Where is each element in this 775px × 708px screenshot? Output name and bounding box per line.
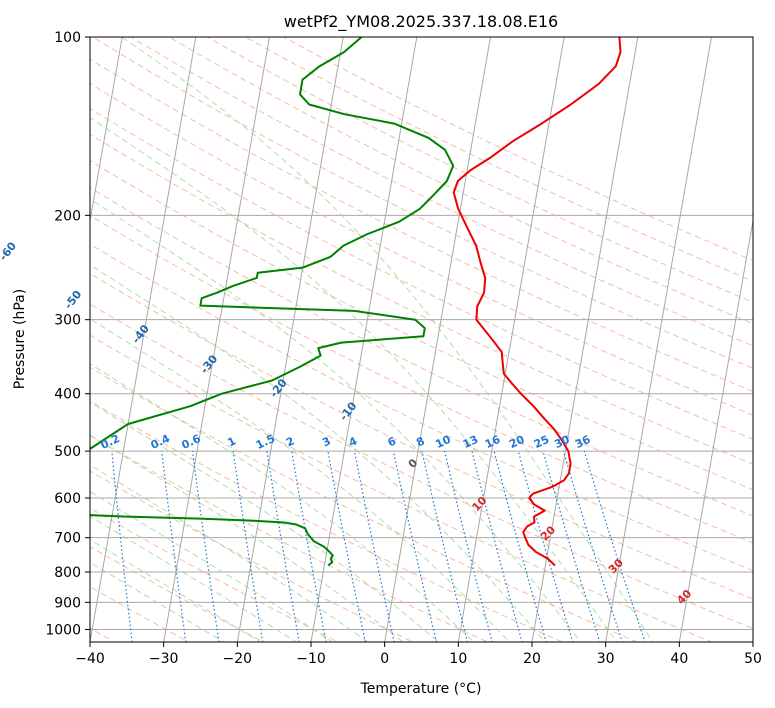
plot-frame (89, 36, 754, 643)
plot-area (90, 37, 753, 642)
dry-adiabat (90, 58, 753, 392)
mixing-ratio-label: 36 (573, 433, 593, 451)
chart-title: wetPf2_YM08.2025.337.18.08.E16 (284, 12, 558, 32)
x-tick-label: 40 (670, 651, 688, 667)
x-tick-label: −20 (223, 651, 253, 667)
mixing-ratio-label: 16 (483, 433, 503, 451)
plot-background (90, 37, 753, 642)
mixing-ratio-line (471, 450, 523, 642)
mixing-ratio-line (493, 450, 547, 642)
mixing-ratio-line (444, 450, 493, 642)
mixing-ratio-line (232, 451, 264, 642)
isotherm (90, 37, 123, 224)
x-tick-label: 10 (449, 651, 467, 667)
dry-adiabat (129, 37, 753, 347)
isotherm (384, 37, 491, 642)
moist-adiabat (90, 561, 225, 642)
mixing-ratio-line (161, 451, 187, 642)
mixing-ratio-line (421, 450, 469, 642)
dry-adiabat (90, 108, 753, 440)
mixing-ratio-label: 10 (433, 433, 453, 451)
x-tick-label: −10 (296, 651, 326, 667)
mixing-ratio-label: 13 (461, 433, 480, 451)
y-tick-label: 100 (54, 30, 81, 46)
y-tick-label: 600 (54, 491, 81, 507)
mixing-ratio-lines (111, 450, 646, 642)
y-tick-label: 900 (54, 595, 81, 611)
isotherm (531, 37, 639, 642)
x-tick-label: −40 (75, 651, 105, 667)
mixing-ratio-line (353, 450, 395, 642)
moist-adiabat (90, 490, 334, 642)
moist-adiabat (90, 464, 369, 642)
mixing-ratio-line (266, 451, 300, 642)
moist-adiabat (90, 434, 404, 642)
mixing-ratio-label: 30 (552, 433, 572, 451)
dry-adiabat (90, 434, 489, 642)
mixing-ratio-line (291, 450, 327, 642)
dry-adiabat (90, 133, 753, 465)
isotherm (236, 37, 344, 642)
y-tick-label: 700 (54, 531, 81, 547)
moist-adiabat (121, 37, 654, 642)
dry-adiabat (90, 334, 713, 642)
mixing-ratio-line (583, 450, 646, 642)
x-axis: −40 −30 −20 −10 0 10 20 30 40 50 (75, 642, 762, 667)
y-axis: 100 200 300 400 500 600 700 800 900 1000 (45, 30, 90, 638)
mixing-ratio-line (192, 451, 220, 642)
dry-adiabat (90, 160, 753, 491)
isotherm (678, 217, 753, 642)
moist-adiabat (90, 198, 582, 642)
moist-adiabat (90, 117, 618, 642)
dry-adiabat (244, 37, 753, 282)
y-tick-label: 300 (54, 313, 81, 329)
sounding-profiles (90, 37, 622, 567)
y-tick-label: 500 (54, 444, 81, 460)
x-tick-label: 0 (380, 651, 389, 667)
moist-adiabat (90, 539, 262, 642)
mixing-ratio-line (392, 450, 438, 642)
isotherm (605, 37, 712, 642)
y-tick-label: 400 (54, 387, 81, 403)
x-tick-label: 30 (597, 651, 615, 667)
isotherms (90, 37, 753, 642)
mixing-ratio-label: 25 (532, 433, 551, 451)
x-tick-label: −30 (149, 651, 179, 667)
dewpoint-line (90, 37, 455, 567)
dry-adiabat (91, 37, 753, 369)
dry-adiabat (90, 82, 753, 416)
y-axis-title: Pressure (hPa) (12, 289, 28, 389)
y-tick-label: 200 (54, 208, 81, 224)
dry-adiabat (282, 37, 753, 261)
dry-adiabat (90, 303, 753, 630)
moist-adiabat (90, 363, 475, 642)
mixing-ratio-line (327, 450, 366, 642)
dry-adiabat (90, 470, 415, 642)
x-axis-title: Temperature (°C) (360, 681, 482, 697)
x-tick-label: 20 (523, 651, 541, 667)
dry-adiabats (90, 37, 753, 642)
isotherm (457, 37, 565, 642)
moist-adiabats (90, 37, 654, 642)
isotherm (90, 37, 197, 642)
temperature-line (452, 37, 622, 567)
moist-adiabat (90, 401, 440, 642)
x-tick-label: 50 (744, 651, 762, 667)
mixing-ratio-label: 20 (507, 433, 527, 451)
mixing-ratio-line (111, 451, 133, 642)
isotherm (163, 37, 270, 642)
y-tick-label: 800 (54, 565, 81, 581)
y-tick-label: 1000 (45, 622, 81, 638)
